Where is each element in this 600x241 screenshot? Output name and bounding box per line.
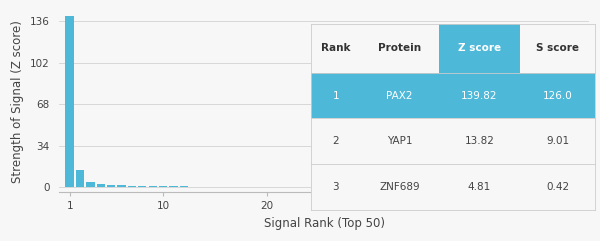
Text: 2: 2 (332, 136, 339, 146)
Bar (159, 186, 167, 187)
Text: ZNF689: ZNF689 (379, 182, 420, 192)
Text: Protein: Protein (378, 43, 421, 54)
Bar (65, 16, 74, 187)
Bar (107, 185, 115, 187)
Text: 4.81: 4.81 (467, 182, 491, 192)
Bar (149, 186, 157, 187)
Bar (138, 186, 146, 187)
Text: 1: 1 (332, 91, 339, 101)
Bar (97, 184, 105, 187)
Text: 9.01: 9.01 (546, 136, 569, 146)
Text: Rank: Rank (321, 43, 350, 54)
Bar (118, 186, 126, 187)
Text: 13.82: 13.82 (464, 136, 494, 146)
Text: PAX2: PAX2 (386, 91, 413, 101)
X-axis label: Signal Rank (Top 50): Signal Rank (Top 50) (263, 217, 385, 230)
Y-axis label: Strength of Signal (Z score): Strength of Signal (Z score) (11, 20, 24, 183)
Text: 0.42: 0.42 (546, 182, 569, 192)
Text: Z score: Z score (458, 43, 501, 54)
Text: 126.0: 126.0 (542, 91, 572, 101)
Text: 3: 3 (332, 182, 339, 192)
Text: YAP1: YAP1 (387, 136, 412, 146)
Text: S score: S score (536, 43, 579, 54)
Bar (86, 181, 95, 187)
Text: 139.82: 139.82 (461, 91, 497, 101)
Bar (76, 170, 84, 187)
Bar (128, 186, 136, 187)
